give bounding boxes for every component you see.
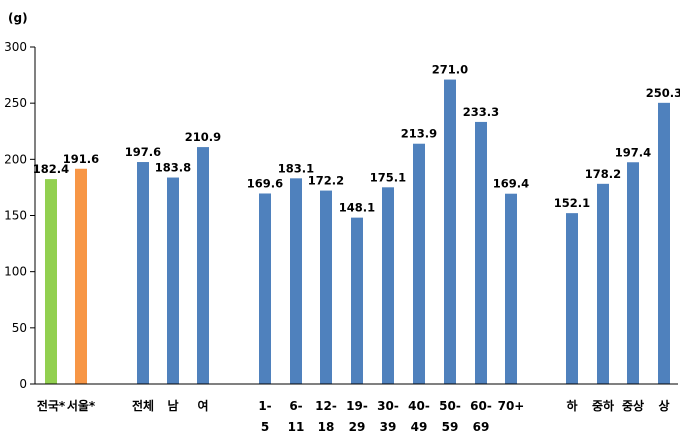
bar [597,183,609,384]
bar [627,162,639,384]
bar [505,193,517,384]
category-label: 60-69 [470,399,492,434]
bar [290,178,302,384]
bar-value-label: 148.1 [339,201,375,215]
y-tick-label: 250 [4,96,27,110]
bar [475,121,487,384]
y-tick-label: 200 [4,152,27,166]
bar-value-label: 197.4 [615,145,651,159]
y-tick-label: 300 [4,40,27,54]
category-label: 상 [658,398,669,413]
y-tick-label: 0 [19,377,27,391]
bar [137,162,149,384]
bar-value-label: 197.6 [125,145,161,159]
bar [197,147,209,384]
category-label: 6-11 [288,399,305,434]
category-label: 40-49 [408,399,430,434]
bar-value-label: 178.2 [585,167,621,181]
y-tick-label: 150 [4,209,27,223]
bar [45,179,57,384]
category-label: 중상 [622,398,644,413]
bar-value-label: 271.0 [432,63,468,77]
bar [382,187,394,384]
bar [320,190,332,384]
bar-value-label: 152.1 [554,196,590,210]
bar-value-label: 169.4 [493,177,529,191]
bar-value-label: 183.1 [278,161,314,175]
bar-value-label: 210.9 [185,130,221,144]
bar-value-label: 250.3 [646,86,680,100]
y-tick-label: 100 [4,265,27,279]
bar-value-label: 172.2 [308,174,344,188]
category-label: 70+ [498,399,525,413]
bar [658,102,670,385]
bar [444,79,456,385]
bar [167,177,179,384]
category-label: 중하 [592,398,614,413]
category-label: 50-59 [439,399,461,434]
bar [351,217,363,384]
category-label: 전국* [37,398,66,413]
category-label: 전체 [132,398,154,413]
category-label: 19-29 [346,399,368,434]
category-label: 12-18 [315,399,337,434]
bar [413,143,425,384]
y-axis-unit-label: (g) [8,11,28,25]
category-label: 남 [167,398,178,413]
bar-value-label: 183.8 [155,161,191,175]
bars [45,79,670,385]
bar-value-label: 169.6 [247,176,283,190]
bar [75,168,87,384]
bar [566,213,578,384]
y-axis-ticks: 0 50 100 150 200 250 300 [4,40,35,391]
bar-value-label: 191.6 [63,152,99,166]
category-label: 서울* [67,398,96,413]
category-label: 30-39 [377,399,399,434]
bar-value-label: 233.3 [463,105,499,119]
y-tick-label: 50 [12,321,27,335]
bar-value-label: 213.9 [401,127,437,141]
bar-value-label: 175.1 [370,170,406,184]
bar-value-label: 182.4 [33,162,69,176]
category-label: 1-5 [258,399,271,434]
category-labels: 전국* 서울* 전체 남 여 1-5 6-11 12-18 19-29 30-39 40-49 50-… [37,398,670,434]
category-label: 하 [566,398,577,413]
bar [259,193,271,384]
category-label: 여 [197,398,208,413]
